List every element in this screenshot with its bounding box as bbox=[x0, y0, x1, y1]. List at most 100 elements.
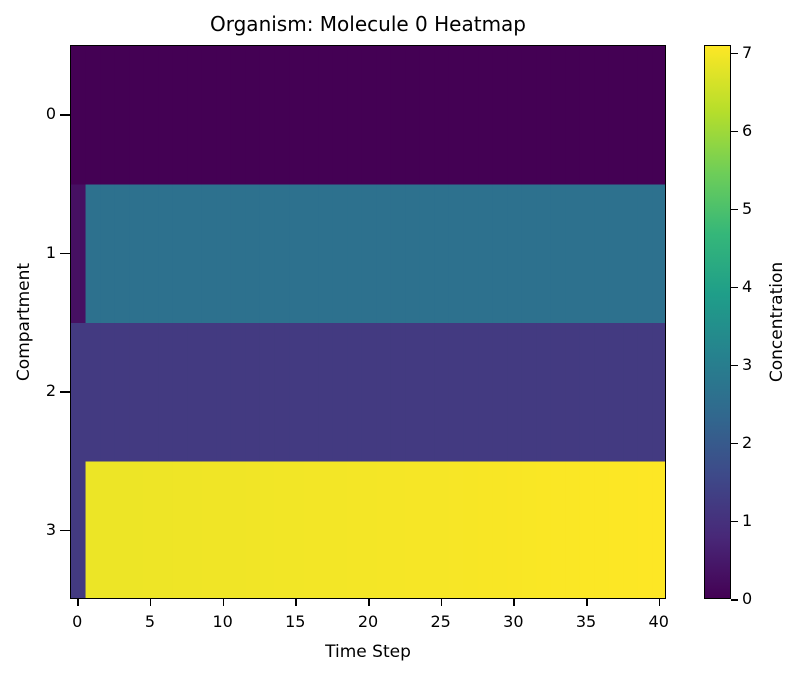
heatmap-cell bbox=[303, 184, 319, 324]
heatmap-cell bbox=[259, 323, 276, 463]
heatmap-cell bbox=[172, 184, 188, 324]
heatmap-cell bbox=[405, 461, 421, 598]
heatmap-cell bbox=[216, 461, 232, 598]
heatmap-cell bbox=[594, 323, 610, 463]
heatmap-cell bbox=[230, 184, 247, 324]
heatmap-cell bbox=[216, 184, 232, 324]
heatmap-cell bbox=[100, 323, 116, 463]
heatmap-cell bbox=[259, 184, 276, 324]
heatmap-cell bbox=[521, 461, 537, 598]
colorbar-tick-label: 3 bbox=[742, 354, 753, 374]
heatmap-cell bbox=[347, 46, 363, 186]
chart-title: Organism: Molecule 0 Heatmap bbox=[210, 12, 526, 36]
heatmap-cell bbox=[565, 184, 581, 324]
heatmap-cell bbox=[390, 323, 406, 463]
heatmap-cell bbox=[158, 323, 174, 463]
heatmap-cell bbox=[143, 323, 159, 463]
heatmap-cell bbox=[114, 184, 130, 324]
x-tick bbox=[440, 599, 443, 606]
heatmap-cell bbox=[361, 323, 377, 463]
heatmap-cell bbox=[507, 323, 523, 463]
colorbar-tick-label: 7 bbox=[742, 42, 753, 62]
heatmap-cell bbox=[85, 323, 101, 463]
heatmap-cell bbox=[201, 184, 217, 324]
heatmap-cell bbox=[71, 461, 87, 598]
heatmap-cell bbox=[245, 461, 261, 598]
x-tick bbox=[368, 599, 370, 606]
heatmap-cell bbox=[172, 323, 188, 463]
heatmap-cell bbox=[289, 184, 305, 324]
heatmap-plot-area bbox=[70, 45, 666, 599]
heatmap-cell bbox=[419, 461, 436, 598]
heatmap-cell bbox=[361, 461, 377, 598]
y-tick-label: 1 bbox=[45, 242, 56, 262]
heatmap-cell bbox=[318, 323, 334, 463]
x-tick bbox=[586, 599, 588, 606]
heatmap-cell bbox=[565, 461, 581, 598]
heatmap-cell bbox=[478, 461, 494, 598]
x-tick bbox=[222, 599, 225, 606]
heatmap-cell bbox=[492, 461, 508, 598]
colorbar-tick bbox=[731, 364, 738, 367]
heatmap-cell bbox=[129, 46, 145, 186]
heatmap-cell bbox=[187, 184, 203, 324]
heatmap-cell bbox=[274, 461, 290, 598]
heatmap-cell bbox=[637, 46, 654, 186]
heatmap-cell bbox=[274, 184, 290, 324]
heatmap-cell bbox=[550, 461, 566, 598]
heatmap-cell bbox=[158, 184, 174, 324]
heatmap-cell bbox=[492, 323, 508, 463]
heatmap-cell bbox=[114, 461, 130, 598]
heatmap-cell bbox=[274, 323, 290, 463]
x-tick-label: 5 bbox=[144, 612, 156, 631]
heatmap-cell bbox=[550, 184, 566, 324]
heatmap-cell bbox=[652, 323, 665, 463]
heatmap-cell bbox=[550, 46, 566, 186]
colorbar-tick-label: 1 bbox=[742, 510, 753, 530]
heatmap-cell bbox=[259, 46, 276, 186]
heatmap-cell bbox=[332, 184, 348, 324]
heatmap-cell bbox=[100, 184, 116, 324]
heatmap-cell bbox=[405, 46, 421, 186]
x-tick-label: 25 bbox=[430, 612, 451, 631]
heatmap-cell bbox=[245, 323, 261, 463]
x-axis-label: Time Step bbox=[325, 642, 411, 662]
y-tick bbox=[60, 391, 70, 393]
colorbar-tick bbox=[731, 52, 738, 55]
heatmap-cell bbox=[245, 46, 261, 186]
heatmap-cell bbox=[419, 46, 436, 186]
heatmap-cell bbox=[536, 184, 552, 324]
y-tick bbox=[60, 252, 70, 255]
heatmap-cell bbox=[201, 323, 217, 463]
heatmap-cell bbox=[434, 461, 450, 598]
x-tick-label: 20 bbox=[357, 612, 379, 631]
heatmap-cell bbox=[347, 184, 363, 324]
heatmap-cell bbox=[347, 323, 363, 463]
heatmap-cell bbox=[623, 46, 639, 186]
heatmap-cell bbox=[332, 461, 348, 598]
colorbar-tick bbox=[731, 442, 738, 445]
heatmap-cell bbox=[172, 46, 188, 186]
heatmap-cell bbox=[318, 461, 334, 598]
x-tick-label: 40 bbox=[648, 612, 669, 631]
heatmap-cell bbox=[478, 184, 494, 324]
colorbar-tick bbox=[731, 286, 738, 289]
y-axis-label: Compartment bbox=[14, 262, 34, 382]
heatmap-cell bbox=[579, 461, 595, 598]
heatmap-cell bbox=[521, 184, 537, 324]
heatmap-cell bbox=[608, 461, 624, 598]
heatmap-cell bbox=[347, 461, 363, 598]
heatmap-cell bbox=[463, 184, 479, 324]
heatmap-cell bbox=[536, 461, 552, 598]
heatmap-cell bbox=[536, 323, 552, 463]
heatmap-cell bbox=[507, 461, 523, 598]
colorbar-tick bbox=[731, 520, 738, 523]
heatmap-cell bbox=[230, 461, 247, 598]
heatmap-cell bbox=[579, 46, 595, 186]
heatmap-cell bbox=[129, 461, 145, 598]
heatmap-cell bbox=[114, 323, 130, 463]
heatmap-cell bbox=[114, 46, 130, 186]
heatmap-cell bbox=[536, 46, 552, 186]
heatmap-cell bbox=[594, 461, 610, 598]
heatmap-cell bbox=[652, 46, 665, 186]
